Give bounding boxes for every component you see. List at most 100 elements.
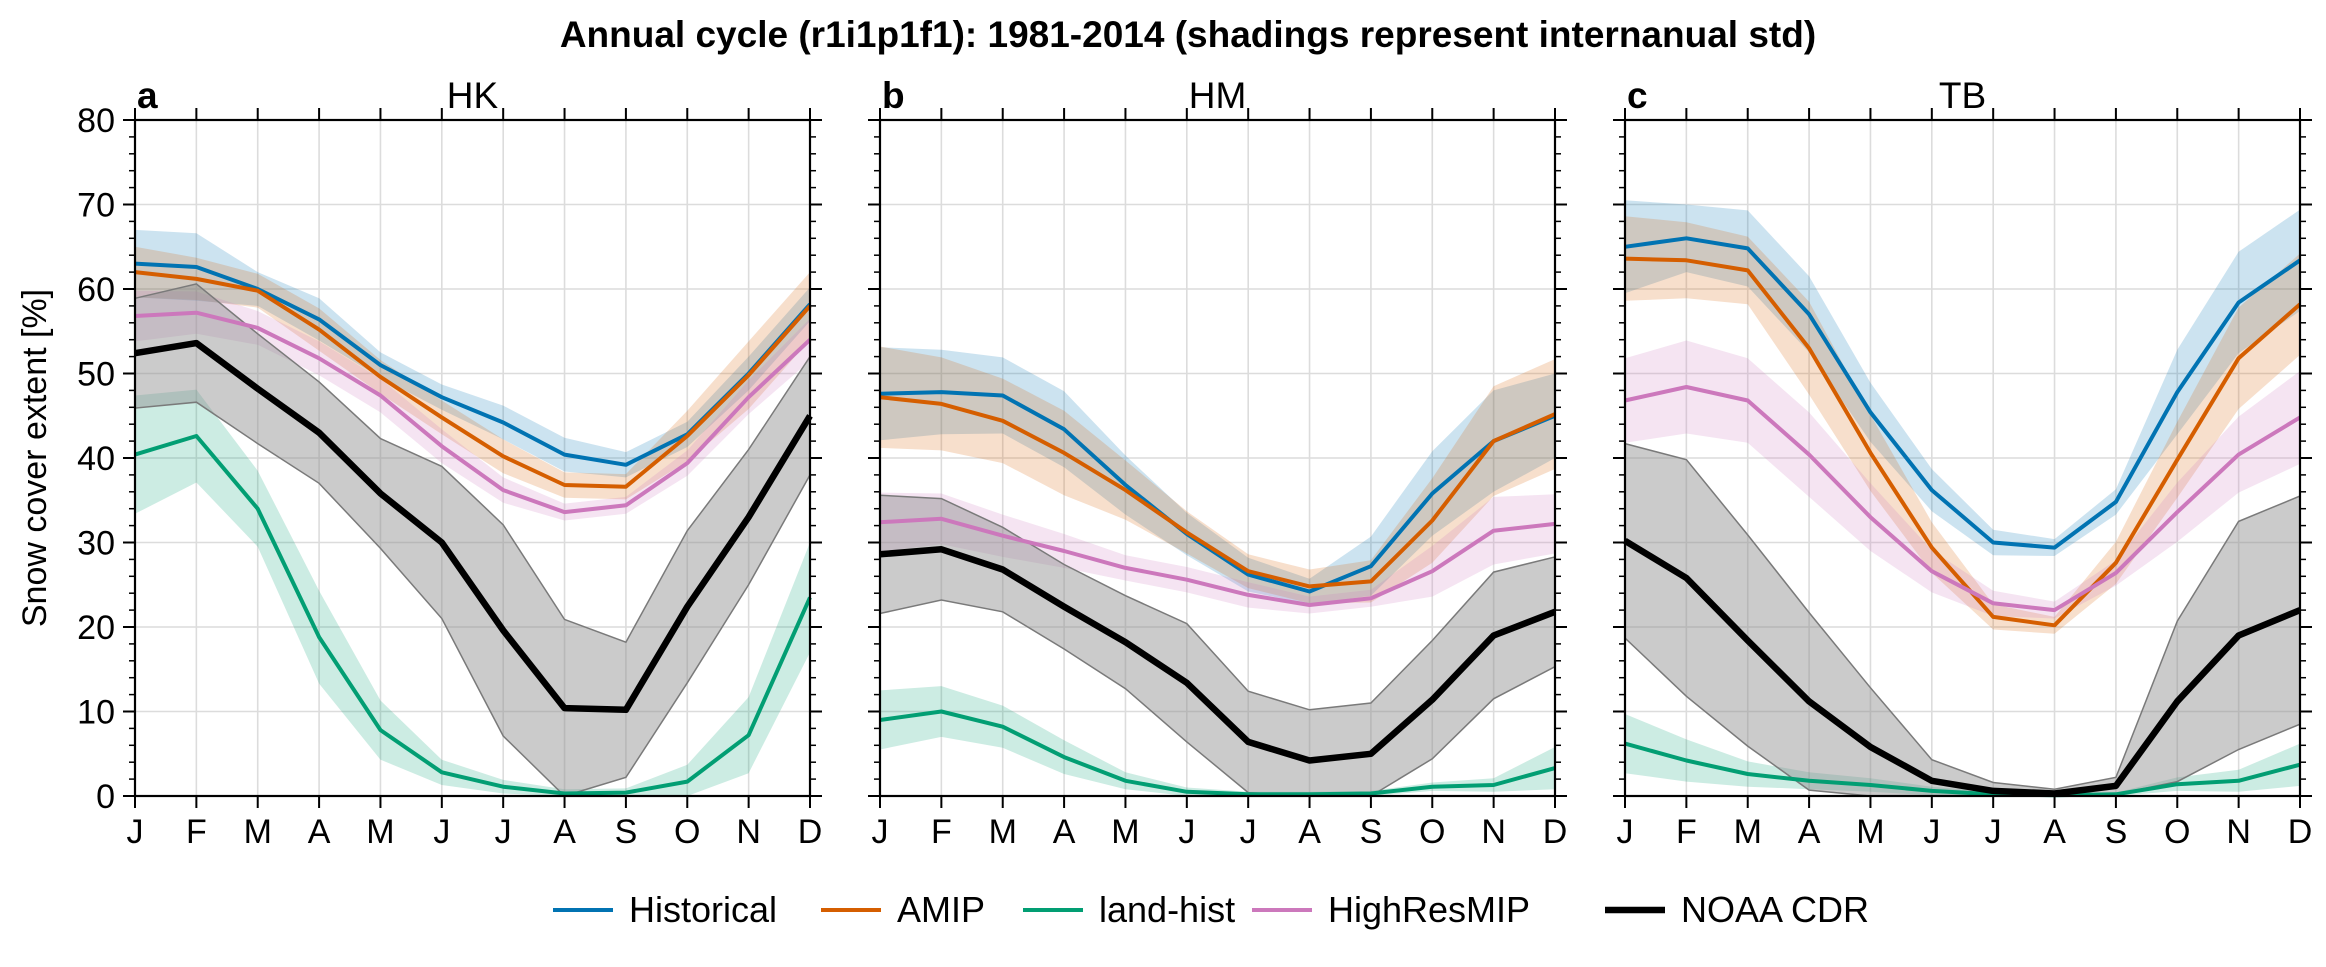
std-band-land-hist [135, 389, 810, 796]
x-tick-label: O [674, 813, 700, 851]
legend-label: NOAA CDR [1681, 889, 1869, 930]
std-band-amip [1625, 216, 2300, 634]
panel-c: J F M A M J J A S O N Dc TB [1613, 75, 2312, 851]
y-tick-label: 80 [77, 102, 115, 140]
panel-letter: b [882, 75, 905, 116]
series-line-highresmip [134, 310, 812, 515]
legend-label: Historical [629, 889, 777, 930]
x-tick-label: F [931, 813, 952, 851]
x-tick-label: J [433, 813, 450, 851]
x-tick-label: M [244, 813, 272, 851]
panel-title: TB [1939, 75, 1986, 116]
series-line-noaa-cdr [1623, 538, 2302, 797]
legend-item-historical: Historical [553, 889, 777, 930]
legend: Historical AMIP land-hist HighResMIP NOAA CD… [553, 889, 1869, 930]
series-line-highresmip [879, 516, 1556, 607]
panel-b: J F M A M J J A S O N Db HM [868, 75, 1567, 851]
x-tick-label: N [736, 813, 761, 851]
x-tick-label: A [1298, 813, 1321, 851]
x-tick-label: J [872, 813, 889, 851]
series-line-amip [134, 270, 812, 489]
series-line-noaa-cdr [879, 546, 1557, 764]
x-tick-label: N [1481, 813, 1506, 851]
series-line-land-hist [1624, 741, 2301, 798]
y-ticks: 0 10 20 30 40 50 60 70 80 [77, 102, 822, 816]
x-tick-label: S [615, 813, 638, 851]
y-tick-label: 40 [77, 440, 115, 478]
x-tick-label: D [798, 813, 823, 851]
x-tick-label: A [553, 813, 576, 851]
series-line-highresmip [1624, 385, 2302, 613]
legend-item-land-hist: land-hist [1023, 889, 1235, 930]
panel-title: HM [1189, 75, 1247, 116]
y-tick-label: 20 [77, 609, 115, 647]
x-tick-label: A [2043, 813, 2066, 851]
x-tick-label: J [1240, 813, 1257, 851]
std-band-historical [1625, 200, 2300, 557]
std-band-highresmip [135, 290, 810, 521]
x-tick-label: J [1178, 813, 1195, 851]
std-band-land-hist [1625, 714, 2300, 796]
legend-label: HighResMIP [1328, 889, 1530, 930]
x-tick-label: J [1617, 813, 1634, 851]
series-line-amip [1624, 256, 2302, 628]
legend-item-amip: AMIP [821, 889, 985, 930]
legend-item-noaa-cdr: NOAA CDR [1605, 889, 1869, 930]
series-line-land-hist [134, 434, 812, 796]
x-tick-label: J [1985, 813, 2002, 851]
panel-letter: c [1627, 75, 1648, 116]
x-tick-label: M [1111, 813, 1139, 851]
x-tick-label: M [1856, 813, 1884, 851]
std-band-historical [880, 347, 1555, 605]
std-band-noaa-cdr [134, 283, 811, 797]
x-tick-label: J [495, 813, 512, 851]
x-tick-label: A [1798, 813, 1821, 851]
x-tick-label: S [1360, 813, 1383, 851]
legend-label: AMIP [897, 889, 985, 930]
legend-item-highresmip: HighResMIP [1252, 889, 1530, 930]
x-tick-label: J [127, 813, 144, 851]
panel-title: HK [447, 75, 499, 116]
y-tick-label: 10 [77, 694, 115, 732]
x-tick-label: J [1923, 813, 1940, 851]
x-tick-label: A [1053, 813, 1076, 851]
series-line-noaa-cdr [134, 339, 813, 714]
y-tick-label: 30 [77, 525, 115, 563]
series-line-land-hist [879, 709, 1556, 797]
x-tick-label: F [186, 813, 207, 851]
std-band-highresmip [1625, 340, 2300, 619]
x-tick-label: M [1734, 813, 1762, 851]
legend-label: land-hist [1099, 889, 1235, 930]
x-tick-label: O [1419, 813, 1445, 851]
series-line-historical [1624, 236, 2302, 550]
x-tick-label: A [308, 813, 331, 851]
std-band-highresmip [880, 492, 1555, 614]
y-ticks [1613, 119, 2312, 797]
figure-title: Annual cycle (r1i1p1f1): 1981-2014 (shad… [560, 14, 1816, 55]
x-tick-label: S [2105, 813, 2128, 851]
x-tick-label: D [2288, 813, 2313, 851]
series-line-amip [879, 395, 1556, 589]
y-tick-label: 0 [96, 778, 115, 816]
x-tick-label: M [989, 813, 1017, 851]
x-tick-label: N [2226, 813, 2251, 851]
std-band-amip [880, 346, 1555, 604]
x-tick-label: O [2164, 813, 2190, 851]
y-axis-label: Snow cover extent [%] [16, 289, 54, 627]
panel-letter: a [137, 75, 158, 116]
y-ticks [868, 119, 1567, 797]
y-tick-label: 60 [77, 271, 115, 309]
y-tick-label: 70 [77, 187, 115, 225]
x-tick-label: M [366, 813, 394, 851]
x-tick-label: F [1676, 813, 1697, 851]
y-tick-label: 50 [77, 356, 115, 394]
std-band-historical [135, 229, 810, 478]
series-line-historical [879, 390, 1556, 594]
x-tick-label: D [1543, 813, 1568, 851]
